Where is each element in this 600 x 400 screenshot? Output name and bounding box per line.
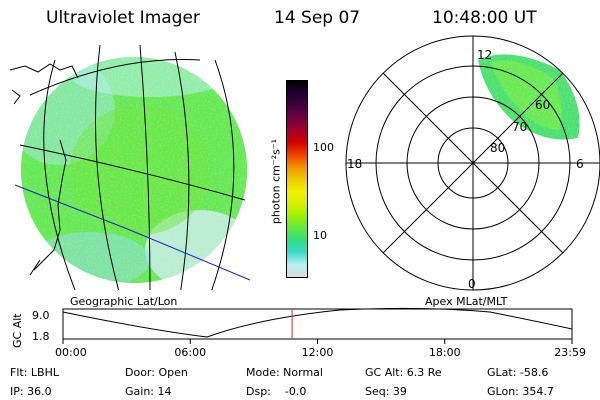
coastline: [9, 63, 79, 276]
instrument-title: Ultraviolet Imager: [46, 8, 200, 28]
date-label: 14 Sep 07: [274, 8, 361, 28]
door-field: Door: Open: [125, 366, 188, 379]
alt-x-tick-label: 06:00: [174, 346, 206, 359]
dsp-field: Dsp: -0.0: [246, 385, 307, 398]
seq-field: Seq: 39: [365, 385, 407, 398]
alt-tick-9: 9.0: [32, 309, 50, 322]
alt-axis-label: GC Alt: [11, 313, 24, 348]
glon-field: GLon: 354.7: [487, 385, 554, 398]
alt-tick-1.8: 1.8: [32, 330, 50, 343]
glat-field: GLat: -58.6: [487, 366, 549, 379]
lat-label-60: 60: [535, 98, 550, 112]
mode-field: Mode: Normal: [246, 366, 323, 379]
colorbar-tick-100: 100: [313, 141, 334, 154]
alt-x-tick-label: 18:00: [429, 346, 461, 359]
time-label: 10:48:00 UT: [432, 8, 537, 28]
lat-label-70: 70: [512, 120, 527, 134]
alt-x-tick-label: 23:59: [554, 346, 586, 359]
geo-caption: Geographic Lat/Lon: [70, 295, 178, 308]
flt-field: Flt: LBHL: [10, 366, 59, 379]
gain-field: Gain: 14: [125, 385, 172, 398]
colorbar-tick-10: 10: [313, 229, 327, 242]
gc-alt-field: GC Alt: 6.3 Re: [365, 366, 442, 379]
colorbar: [286, 80, 308, 278]
lat-label-80: 80: [490, 141, 505, 155]
mlt-label-6: 6: [576, 157, 584, 171]
ip-field: IP: 36.0: [10, 385, 52, 398]
altitude-curve: [62, 307, 573, 338]
mlt-label-18: 18: [347, 157, 362, 171]
alt-x-tick-label: 00:00: [55, 346, 87, 359]
mlt-label-0: 0: [468, 277, 476, 291]
mlt-label-12: 12: [477, 48, 492, 62]
alt-x-tick-label: 12:00: [302, 346, 334, 359]
polar-caption: Apex MLat/MLT: [425, 295, 508, 308]
